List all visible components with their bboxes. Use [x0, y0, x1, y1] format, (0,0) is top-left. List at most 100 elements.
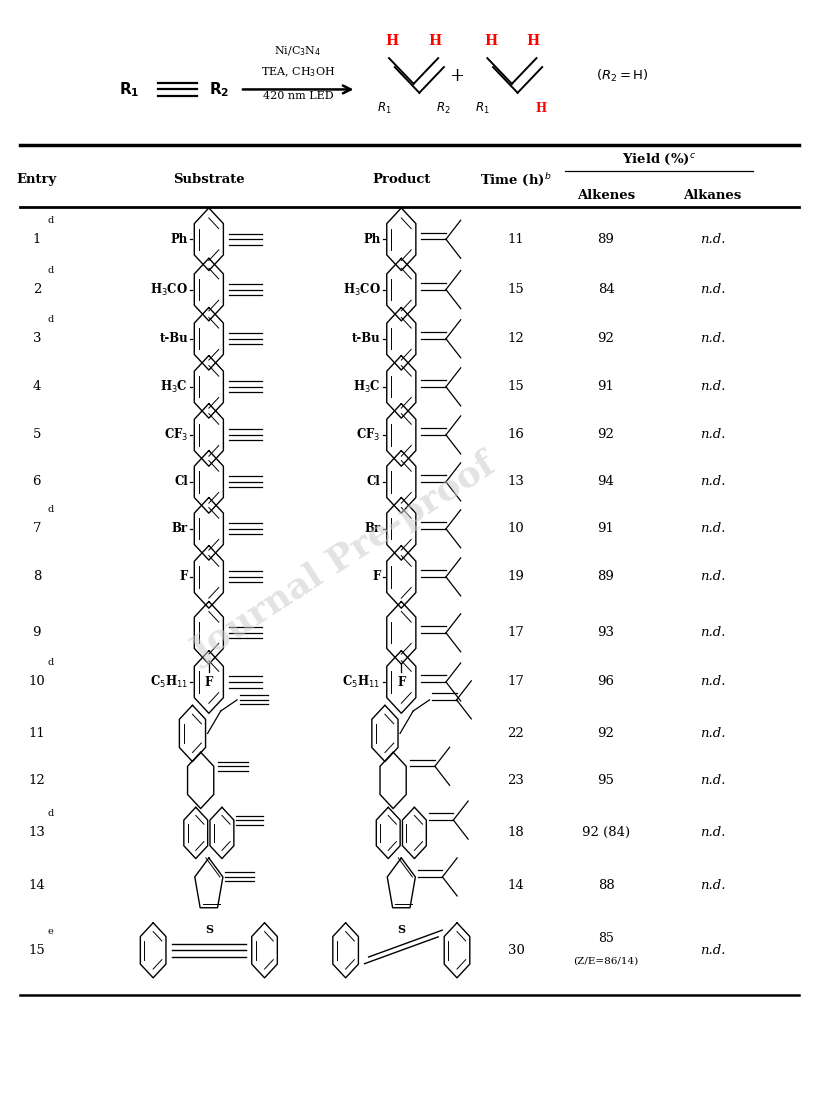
Text: Ni/C$_3$N$_4$: Ni/C$_3$N$_4$ — [274, 45, 322, 58]
Text: 15: 15 — [29, 944, 45, 957]
Text: Br: Br — [172, 522, 188, 536]
Text: CF$_3$: CF$_3$ — [164, 427, 188, 443]
Text: 22: 22 — [508, 727, 524, 740]
Text: 1: 1 — [33, 233, 41, 246]
Text: 11: 11 — [508, 233, 524, 246]
Text: n.d.: n.d. — [699, 944, 726, 957]
Text: Entry: Entry — [16, 173, 57, 187]
Text: H: H — [536, 102, 547, 115]
Text: 92 (84): 92 (84) — [582, 826, 630, 840]
Text: 84: 84 — [598, 283, 614, 296]
Text: CF$_3$: CF$_3$ — [356, 427, 380, 443]
Text: 3: 3 — [33, 332, 41, 345]
Text: 11: 11 — [29, 727, 45, 740]
Text: H$_3$CO: H$_3$CO — [342, 282, 380, 297]
Text: Alkanes: Alkanes — [683, 189, 742, 202]
Text: 19: 19 — [508, 570, 524, 584]
Text: F: F — [179, 570, 188, 584]
Text: n.d.: n.d. — [699, 522, 726, 536]
Text: 89: 89 — [598, 233, 614, 246]
Text: H: H — [484, 35, 497, 48]
Text: S: S — [205, 925, 213, 935]
Text: d: d — [48, 505, 54, 514]
Text: 91: 91 — [598, 380, 614, 394]
Text: n.d.: n.d. — [699, 879, 726, 892]
Text: t-Bu: t-Bu — [352, 332, 380, 345]
Text: $\mathbf{R_1}$: $\mathbf{R_1}$ — [119, 80, 140, 98]
Text: Ph: Ph — [363, 233, 380, 246]
Text: 420 nm LED: 420 nm LED — [263, 92, 333, 101]
Text: 16: 16 — [508, 428, 524, 442]
Text: n.d.: n.d. — [699, 428, 726, 442]
Text: 13: 13 — [29, 826, 45, 840]
Text: 12: 12 — [508, 332, 524, 345]
Text: n.d.: n.d. — [699, 570, 726, 584]
Text: 18: 18 — [508, 826, 524, 840]
Text: e: e — [48, 927, 53, 936]
Text: n.d.: n.d. — [699, 774, 726, 787]
Text: 15: 15 — [508, 283, 524, 296]
Text: 8: 8 — [33, 570, 41, 584]
Text: 13: 13 — [508, 475, 524, 489]
Text: 93: 93 — [598, 626, 614, 639]
Text: Product: Product — [372, 173, 431, 187]
Text: n.d.: n.d. — [699, 332, 726, 345]
Text: 7: 7 — [33, 522, 41, 536]
Text: TEA, CH$_3$OH: TEA, CH$_3$OH — [261, 66, 335, 79]
Text: 5: 5 — [33, 428, 41, 442]
Text: 2: 2 — [33, 283, 41, 296]
Text: 15: 15 — [508, 380, 524, 394]
Text: 92: 92 — [598, 428, 614, 442]
Text: (Z/E=86/14): (Z/E=86/14) — [573, 957, 639, 966]
Text: 95: 95 — [598, 774, 614, 787]
Text: 10: 10 — [508, 522, 524, 536]
Text: Substrate: Substrate — [173, 173, 245, 187]
Text: Cl: Cl — [174, 475, 188, 489]
Text: H: H — [527, 35, 540, 48]
Text: 14: 14 — [29, 879, 45, 892]
Text: n.d.: n.d. — [699, 283, 726, 296]
Text: 6: 6 — [33, 475, 41, 489]
Text: H$_3$C: H$_3$C — [353, 379, 380, 395]
Text: Alkenes: Alkenes — [577, 189, 635, 202]
Text: 92: 92 — [598, 332, 614, 345]
Text: 12: 12 — [29, 774, 45, 787]
Text: n.d.: n.d. — [699, 626, 726, 639]
Text: n.d.: n.d. — [699, 826, 726, 840]
Text: Ph: Ph — [170, 233, 188, 246]
Text: d: d — [48, 809, 54, 818]
Text: n.d.: n.d. — [699, 675, 726, 689]
Text: C$_5$H$_{11}$: C$_5$H$_{11}$ — [150, 674, 188, 690]
Text: Cl: Cl — [367, 475, 380, 489]
Text: Time (h)$^b$: Time (h)$^b$ — [480, 171, 552, 189]
Text: F: F — [397, 676, 405, 690]
Text: d: d — [48, 315, 54, 324]
Text: F: F — [372, 570, 380, 584]
Text: 92: 92 — [598, 727, 614, 740]
Text: Yield (%)$^c$: Yield (%)$^c$ — [622, 152, 696, 168]
Text: d: d — [48, 659, 54, 667]
Text: 14: 14 — [508, 879, 524, 892]
Text: $R_1$: $R_1$ — [475, 101, 490, 116]
Text: H$_3$CO: H$_3$CO — [150, 282, 188, 297]
Text: n.d.: n.d. — [699, 727, 726, 740]
Text: F: F — [205, 676, 213, 690]
Text: 4: 4 — [33, 380, 41, 394]
Text: H: H — [428, 35, 441, 48]
Text: S: S — [397, 925, 405, 935]
Text: n.d.: n.d. — [699, 475, 726, 489]
Text: n.d.: n.d. — [699, 233, 726, 246]
Text: 23: 23 — [508, 774, 524, 787]
Text: 9: 9 — [33, 626, 41, 639]
Text: 17: 17 — [508, 626, 524, 639]
Text: $R_1$: $R_1$ — [377, 101, 391, 116]
Text: 94: 94 — [598, 475, 614, 489]
Text: Br: Br — [364, 522, 380, 536]
Text: $(R_2 = \mathrm{H})$: $(R_2 = \mathrm{H})$ — [596, 68, 649, 84]
Text: 89: 89 — [598, 570, 614, 584]
Text: 88: 88 — [598, 879, 614, 892]
Text: 17: 17 — [508, 675, 524, 689]
Text: t-Bu: t-Bu — [160, 332, 188, 345]
Text: d: d — [48, 216, 54, 225]
Text: n.d.: n.d. — [699, 380, 726, 394]
